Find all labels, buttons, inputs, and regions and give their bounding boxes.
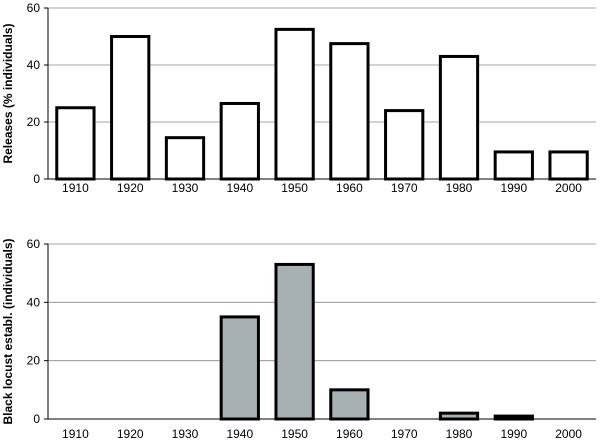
establishment-y-tick-label: 40	[27, 295, 41, 309]
establishment-x-tick-label: 1940	[226, 427, 253, 440]
establishment-x-tick-label: 2000	[555, 427, 582, 440]
establishment-x-tick-label: 1990	[500, 427, 527, 440]
releases-x-tick-label: 1950	[281, 181, 308, 195]
establishment-x-tick-label: 1910	[62, 427, 89, 440]
establishment-bar-1940	[219, 315, 260, 421]
establishment-y-axis-title: Black locust establ. (individuals)	[1, 238, 15, 424]
establishment-x-tick-label: 1930	[172, 427, 199, 440]
establishment-x-tick-label: 1920	[117, 427, 144, 440]
releases-panel: 0 20 40 60 1910 1920 1930 1940 1950 1960 1970 1980 1…	[1, 1, 596, 195]
releases-bar-1980	[438, 54, 480, 181]
releases-x-tick-label: 2000	[555, 181, 582, 195]
releases-bar-1920	[110, 35, 151, 181]
establishment-x-tick-label: 1980	[446, 427, 473, 440]
releases-bar-1940	[219, 101, 260, 181]
releases-bar-1970	[384, 109, 425, 181]
establishment-y-tick-label: 20	[27, 354, 41, 368]
releases-x-tick-label: 1940	[226, 181, 253, 195]
releases-bar-1930	[164, 136, 206, 181]
releases-x-tick-label: 1960	[336, 181, 363, 195]
establishment-x-tick-label: 1970	[391, 427, 418, 440]
releases-y-axis-title: Releases (% individuals)	[1, 23, 15, 163]
releases-x-tick-label: 1930	[172, 181, 199, 195]
establishment-bar-1960	[329, 388, 370, 421]
establishment-bar-1980	[438, 411, 480, 421]
releases-bar-2000	[548, 150, 589, 181]
releases-bar-1960	[329, 42, 370, 181]
releases-y-tick-label: 0	[33, 172, 40, 186]
establishment-y-tick-label: 0	[33, 412, 40, 426]
establishment-bar-1950	[274, 262, 315, 421]
establishment-x-tick-label: 1950	[281, 427, 308, 440]
releases-bar-1910	[55, 106, 96, 181]
releases-x-tick-label: 1970	[391, 181, 418, 195]
releases-x-tick-label: 1980	[446, 181, 473, 195]
releases-y-tick-label: 60	[27, 1, 41, 15]
releases-bar-1990	[493, 150, 534, 181]
establishment-x-tick-label: 1960	[336, 427, 363, 440]
releases-x-tick-label: 1990	[500, 181, 527, 195]
releases-bar-1950	[274, 27, 315, 181]
establishment-bar-1990	[493, 414, 534, 421]
releases-y-tick-label: 20	[27, 115, 41, 129]
releases-y-tick-label: 40	[27, 58, 41, 72]
releases-x-tick-label: 1920	[117, 181, 144, 195]
establishment-panel: 0 20 40 60 1910 1920 1930 1940 1950 1960 1970 1980 1…	[1, 237, 596, 440]
establishment-y-tick-label: 60	[27, 237, 41, 251]
releases-x-tick-label: 1910	[62, 181, 89, 195]
